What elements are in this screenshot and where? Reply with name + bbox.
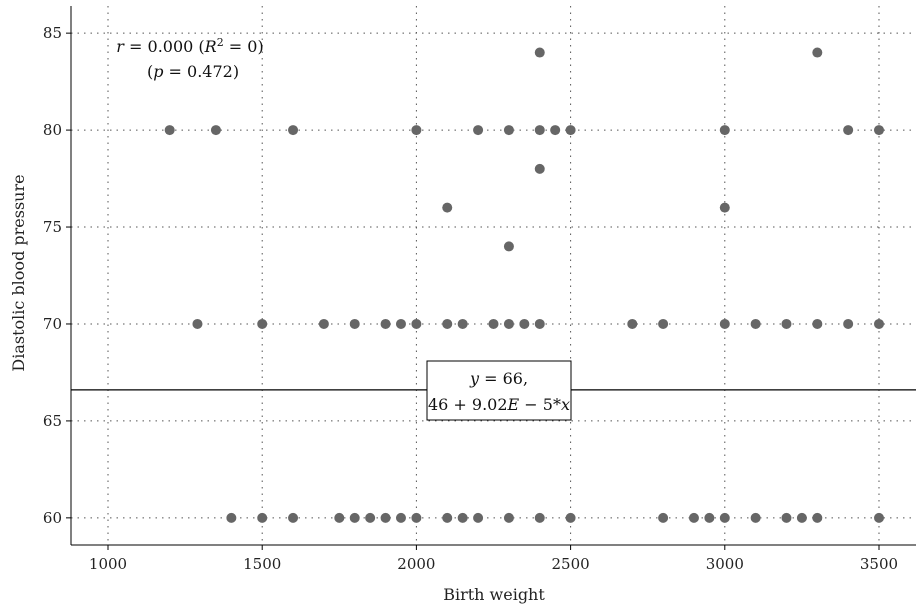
data-point-15 — [442, 202, 453, 213]
regression-label-line-2: 46 + 9.02E − 5*x — [428, 395, 570, 414]
x-axis-label: Birth weight — [443, 585, 545, 604]
data-point-10 — [843, 125, 854, 136]
data-point-61 — [812, 512, 823, 523]
tick-labels: 1000 1500 2000 2500 3000 3500 60 65 70 75 80 85 — [43, 24, 898, 573]
data-point-33 — [719, 318, 730, 329]
data-point-12 — [534, 47, 545, 58]
data-point-37 — [843, 318, 854, 329]
correlation-annotation: r = 0.000 (R2 = 0) (p = 0.472) — [116, 36, 263, 81]
data-point-21 — [349, 318, 360, 329]
data-point-62 — [873, 512, 884, 523]
grid-lines — [71, 6, 916, 545]
data-point-41 — [288, 512, 299, 523]
data-point-40 — [257, 512, 268, 523]
y-tick-label-75: 75 — [43, 218, 62, 236]
data-point-0 — [164, 125, 175, 136]
y-tick-label-60: 60 — [43, 509, 62, 527]
data-point-11 — [873, 125, 884, 136]
x-tick-label-3000: 3000 — [706, 555, 744, 573]
y-tick-label-80: 80 — [43, 121, 62, 139]
data-point-50 — [473, 512, 484, 523]
data-point-17 — [503, 241, 514, 252]
data-point-43 — [349, 512, 360, 523]
data-point-18 — [192, 318, 203, 329]
data-point-19 — [257, 318, 268, 329]
data-point-8 — [565, 125, 576, 136]
x-tick-label-1000: 1000 — [89, 555, 127, 573]
data-point-14 — [534, 163, 545, 174]
data-point-46 — [395, 512, 406, 523]
x-tick-label-3500: 3500 — [860, 555, 898, 573]
regression-label-box — [426, 360, 572, 421]
data-point-32 — [658, 318, 669, 329]
data-point-23 — [395, 318, 406, 329]
data-point-45 — [380, 512, 391, 523]
y-tick-label-65: 65 — [43, 412, 62, 430]
correlation-line-2: (p = 0.472) — [147, 62, 239, 81]
correlation-line-1: r = 0.000 (R2 = 0) — [116, 36, 263, 56]
regression-label-line-1: y = 66, — [469, 369, 528, 388]
data-point-27 — [488, 318, 499, 329]
data-point-51 — [503, 512, 514, 523]
data-point-58 — [750, 512, 761, 523]
x-tick-label-2000: 2000 — [397, 555, 435, 573]
data-point-47 — [411, 512, 422, 523]
y-tick-label-70: 70 — [43, 315, 62, 333]
data-point-22 — [380, 318, 391, 329]
data-point-30 — [534, 318, 545, 329]
data-point-28 — [503, 318, 514, 329]
x-tick-label-2500: 2500 — [552, 555, 590, 573]
data-point-13 — [812, 47, 823, 58]
data-point-6 — [534, 125, 545, 136]
data-point-20 — [318, 318, 329, 329]
data-point-49 — [457, 512, 468, 523]
x-tick-label-1500: 1500 — [243, 555, 281, 573]
data-point-3 — [411, 125, 422, 136]
data-point-29 — [519, 318, 530, 329]
data-point-60 — [796, 512, 807, 523]
data-point-55 — [688, 512, 699, 523]
regression-label: y = 66, 46 + 9.02E − 5*x — [426, 360, 572, 421]
axes — [66, 6, 916, 550]
data-point-24 — [411, 318, 422, 329]
data-point-1 — [210, 125, 221, 136]
data-point-26 — [457, 318, 468, 329]
data-point-5 — [503, 125, 514, 136]
data-point-56 — [704, 512, 715, 523]
data-point-34 — [750, 318, 761, 329]
data-point-4 — [473, 125, 484, 136]
data-point-7 — [550, 125, 561, 136]
data-point-36 — [812, 318, 823, 329]
data-point-9 — [719, 125, 730, 136]
data-point-53 — [565, 512, 576, 523]
data-points — [164, 47, 884, 523]
data-point-31 — [627, 318, 638, 329]
data-point-35 — [781, 318, 792, 329]
data-point-48 — [442, 512, 453, 523]
data-point-57 — [719, 512, 730, 523]
data-point-16 — [719, 202, 730, 213]
y-axis-label: Diastolic blood pressure — [9, 174, 28, 371]
data-point-54 — [658, 512, 669, 523]
data-point-42 — [334, 512, 345, 523]
data-point-44 — [365, 512, 376, 523]
data-point-59 — [781, 512, 792, 523]
y-tick-label-85: 85 — [43, 24, 62, 42]
data-point-2 — [288, 125, 299, 136]
data-point-39 — [226, 512, 237, 523]
data-point-38 — [873, 318, 884, 329]
data-point-52 — [534, 512, 545, 523]
data-point-25 — [442, 318, 453, 329]
